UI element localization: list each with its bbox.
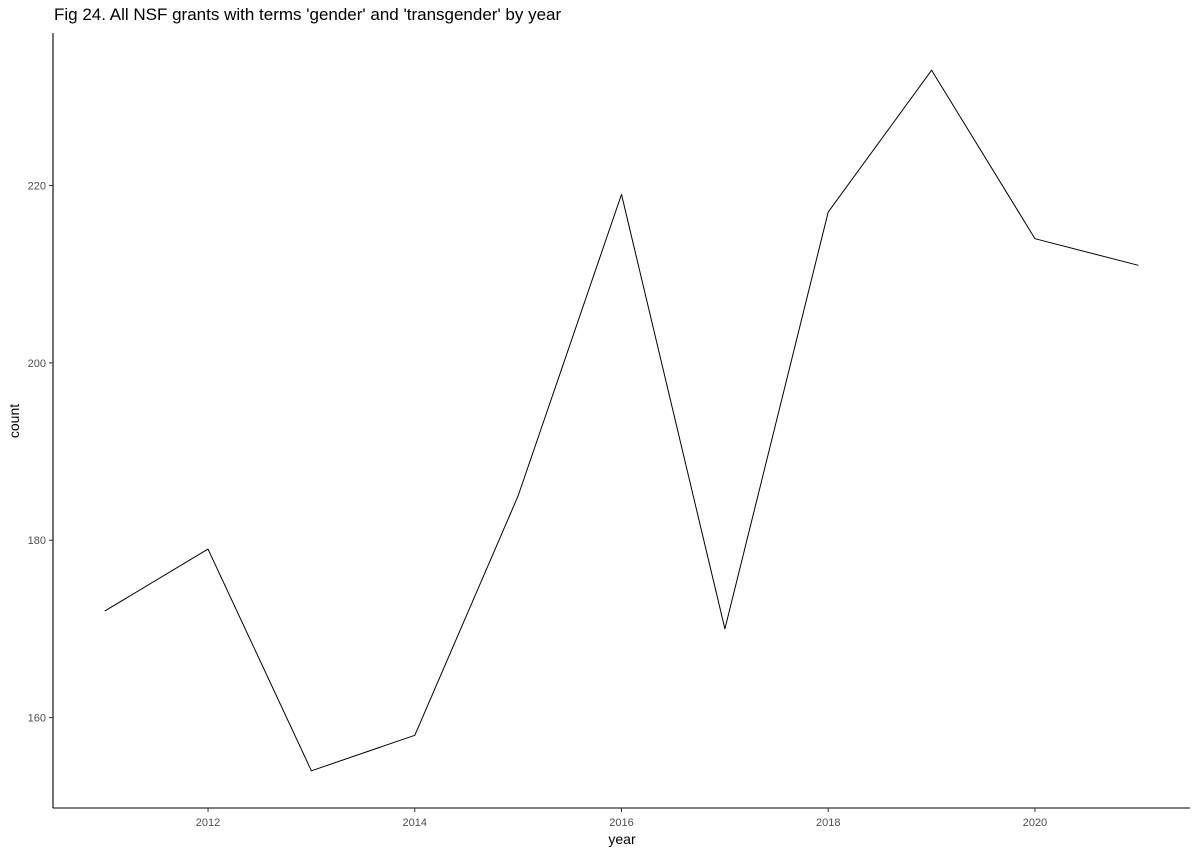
x-tick-label: 2016 (609, 817, 633, 829)
y-tick-label: 180 (28, 535, 46, 547)
axes (52, 33, 1190, 809)
y-tick-label: 160 (28, 713, 46, 725)
chart-title: Fig 24. All NSF grants with terms 'gende… (54, 5, 562, 24)
x-tick-label: 2020 (1023, 817, 1047, 829)
x-tick-label: 2018 (816, 817, 840, 829)
x-tick-label: 2012 (196, 817, 220, 829)
y-tick-label: 220 (28, 181, 46, 193)
x-tick-label: 2014 (403, 817, 427, 829)
x-axis-title: year (608, 831, 636, 847)
series-group (104, 69, 1139, 772)
series-line (104, 69, 1139, 772)
y-tick-label: 200 (28, 358, 46, 370)
tick-marks: 2012 2014 2016 2018 2020 160 180 200 220 (28, 181, 1048, 829)
y-axis-title: count (6, 404, 22, 438)
